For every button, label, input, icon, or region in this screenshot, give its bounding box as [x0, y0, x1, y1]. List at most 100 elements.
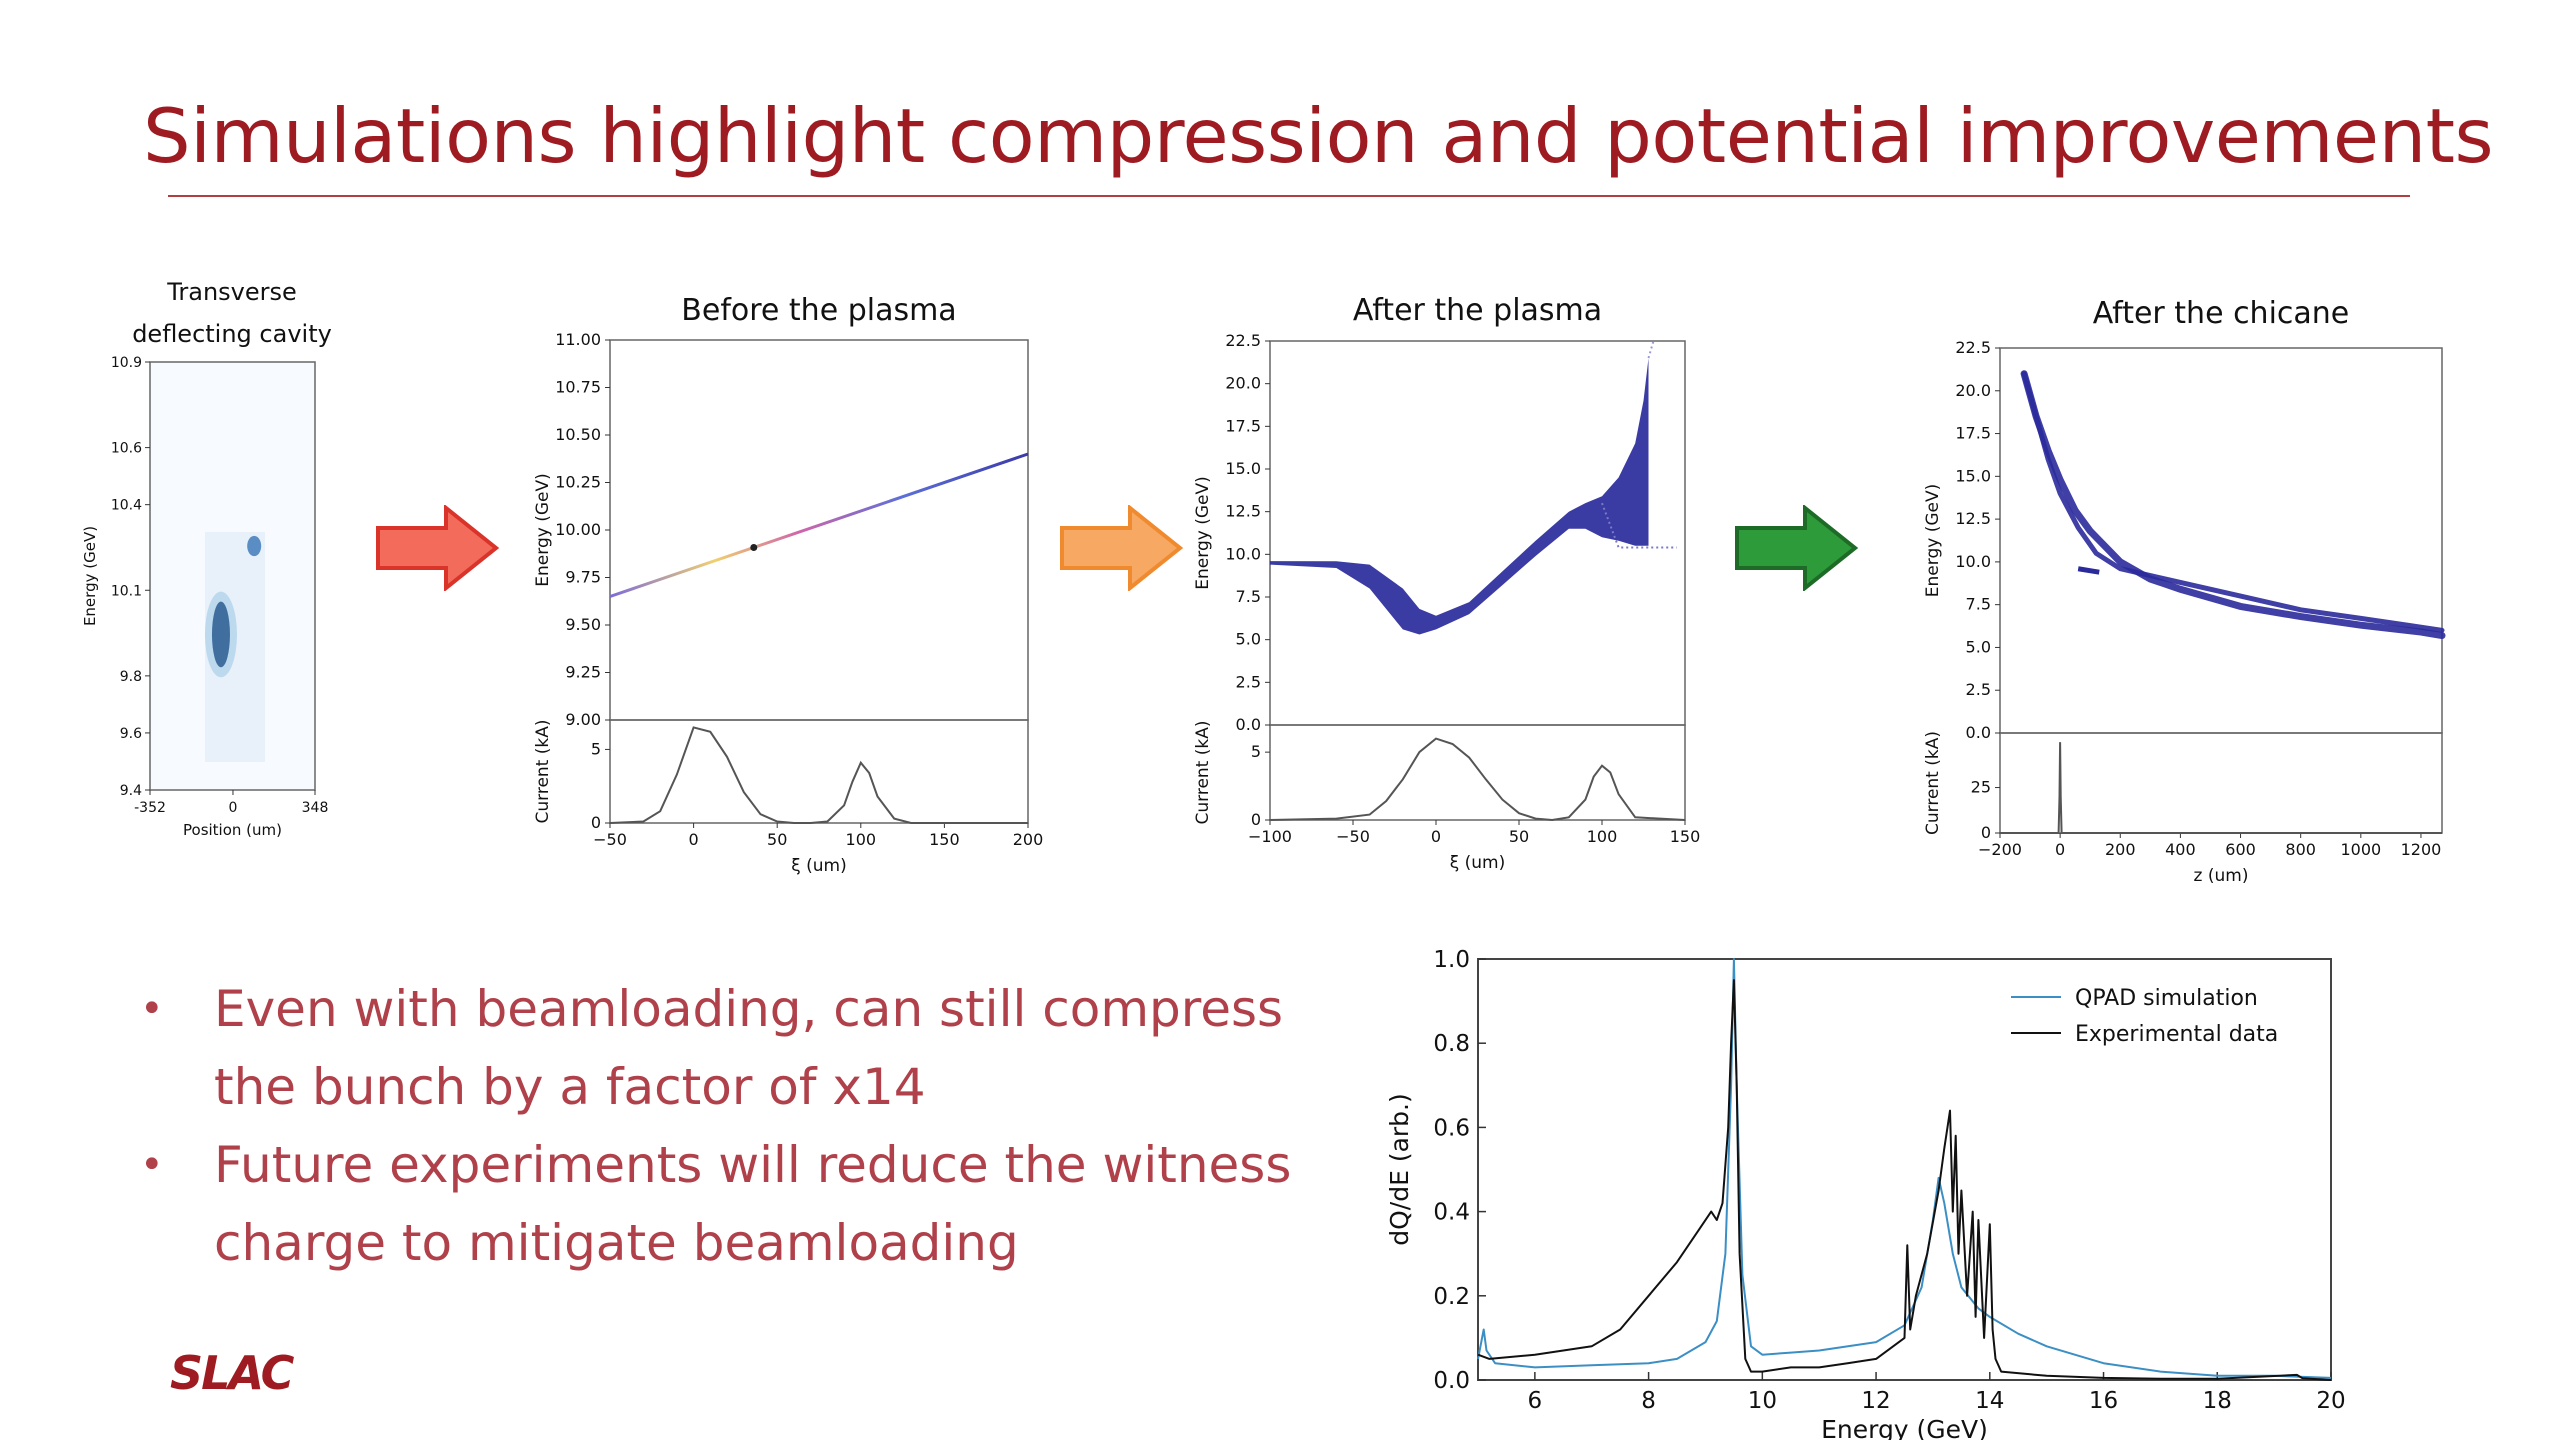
- y-tick-label: 2.5: [1966, 680, 1991, 699]
- x-tick-label: 600: [2225, 840, 2256, 859]
- particle-trail: [1601, 502, 1677, 549]
- y-tick-label: 9.25: [565, 663, 601, 682]
- top-plot-frame: [609, 339, 1029, 721]
- heatmap-spot: [247, 535, 262, 557]
- after-plasma-chart: After the plasma 22.5 20.0 17.5 15.0 12.5 10.0…: [1193, 293, 1701, 873]
- x-tick-label: 20: [2316, 1388, 2345, 1414]
- x-tick-label: 100: [1587, 827, 1618, 846]
- before-plasma-panel: Before the plasma 11.00 10.75 10.50 10.25 10.…: [510, 285, 1050, 876]
- y-tick-label: 0.0: [1236, 715, 1261, 734]
- y-tick-label: 0.6: [1433, 1115, 1470, 1141]
- x-tick-label: 200: [2105, 840, 2136, 859]
- y-tick-label: 1.0: [1433, 947, 1470, 973]
- tcav-panel: Transverse deflecting cavity 10.9 10.6 10.4 1…: [60, 270, 360, 860]
- x-tick-label: −50: [593, 830, 627, 849]
- witness-bunch-point: [750, 543, 758, 551]
- current-profile-line: [609, 726, 1028, 824]
- y-tick-label: 22.5: [1225, 331, 1261, 350]
- bottom-plot-frame: [1999, 732, 2443, 834]
- y-tick-label: 0.8: [1433, 1031, 1470, 1057]
- x-tick-label: 50: [1509, 827, 1529, 846]
- y-tick-label: 12.5: [1955, 509, 1991, 528]
- y-tick-label: 10.4: [111, 498, 142, 514]
- y-tick-label: 5: [591, 739, 601, 758]
- red-right-arrow: [376, 503, 500, 596]
- y-tick-label: 10.50: [555, 425, 601, 444]
- y-tick-label: 10.0: [1955, 552, 1991, 571]
- x-tick-label: 0: [689, 830, 699, 849]
- y-axis-label: dQ/dE (arb.): [1385, 1093, 1414, 1246]
- x-tick-label: 12: [1861, 1388, 1890, 1414]
- x-tick-label: 0: [229, 800, 238, 816]
- current-profile-line: [1269, 737, 1686, 822]
- chart-title: After the chicane: [2093, 296, 2350, 331]
- y-tick-label: 0.0: [1966, 723, 1991, 742]
- y-tick-label: 0.4: [1433, 1200, 1470, 1226]
- chart-title: Before the plasma: [681, 293, 956, 328]
- y-tick-label: 15.0: [1955, 466, 1991, 485]
- x-tick-label: −200: [1978, 840, 2022, 859]
- experimental-data-line: [1477, 979, 2332, 1381]
- y-axis-label: Energy (GeV): [81, 526, 99, 626]
- y-tick-label: 7.5: [1236, 587, 1261, 606]
- slac-logo: SLAC: [170, 1346, 294, 1400]
- particle-band: [1270, 358, 1649, 635]
- y-tick-label: 9.75: [565, 568, 601, 587]
- tcav-heatmap: Transverse deflecting cavity 10.9 10.6 10.4 1…: [81, 278, 332, 839]
- y-tick-label: 9.50: [565, 615, 601, 634]
- x-tick-label: 1200: [2401, 840, 2442, 859]
- x-tick-label: 6: [1528, 1388, 1543, 1414]
- x-tick-label: −100: [1248, 827, 1292, 846]
- y-tick-label: 9.6: [120, 726, 142, 742]
- x-tick-label: 150: [1670, 827, 1701, 846]
- x-tick-label: 18: [2203, 1388, 2232, 1414]
- y-tick-label: 20.0: [1225, 374, 1261, 393]
- y-tick-label: 5: [1251, 742, 1261, 761]
- y-tick-label: 5.0: [1236, 630, 1261, 649]
- x-tick-label: 400: [2165, 840, 2196, 859]
- spectrum-chart: 6 8 10 12 14 16 18 20 1.0 0.8 0.6 0.4 0.2 0.0 Energy (…: [1385, 947, 2346, 1440]
- y-tick-label: 17.5: [1955, 424, 1991, 443]
- y-tick-label: 9.8: [120, 669, 142, 685]
- x-axis-label: Energy (GeV): [1821, 1415, 1988, 1440]
- y-tick-label: 10.1: [111, 583, 142, 599]
- heatmap-spot-halo: [204, 591, 237, 678]
- y-axis-label: Current (kA): [1193, 721, 1213, 825]
- x-tick-label: 1000: [2340, 840, 2381, 859]
- y-axis-label: Energy (GeV): [1193, 476, 1213, 589]
- before-plasma-chart: Before the plasma 11.00 10.75 10.50 10.25 10.…: [533, 293, 1044, 876]
- y-tick-label: 0: [1251, 810, 1261, 829]
- y-tick-label: 9.00: [565, 710, 601, 729]
- x-tick-label: 348: [302, 800, 329, 816]
- top-plot-frame: [1999, 347, 2443, 734]
- current-profile-line: [2000, 742, 2442, 834]
- x-tick-label: −50: [1336, 827, 1370, 846]
- x-tick-label: 14: [1975, 1388, 2004, 1414]
- bullet-text-2: Future experiments will reduce the witne…: [214, 1136, 1292, 1272]
- legend-label: QPAD simulation: [2075, 986, 2258, 1011]
- bullet-dot-icon: •: [140, 1142, 164, 1188]
- y-tick-label: 15.0: [1225, 459, 1261, 478]
- chart-title-line: deflecting cavity: [132, 320, 332, 348]
- x-axis-label: ξ (um): [1450, 853, 1505, 873]
- x-tick-label: 200: [1013, 830, 1044, 849]
- y-tick-label: 17.5: [1225, 416, 1261, 435]
- y-tick-label: 12.5: [1225, 502, 1261, 521]
- bullet-item: • Even with beamloading, can still compre…: [140, 970, 1340, 1126]
- x-axis-label: ξ (um): [791, 856, 846, 876]
- y-axis-label: Current (kA): [1923, 731, 1943, 835]
- y-tick-label: 9.4: [120, 783, 142, 799]
- y-axis-label: Energy (GeV): [533, 473, 553, 586]
- x-tick-label: 0: [2055, 840, 2065, 859]
- bottom-plot-frame: [1269, 724, 1686, 821]
- bullet-list: • Even with beamloading, can still compre…: [140, 970, 1340, 1282]
- x-tick-label: 50: [767, 830, 787, 849]
- x-tick-label: 100: [846, 830, 877, 849]
- y-tick-label: 10.9: [111, 355, 142, 371]
- after-chicane-chart: After the chicane 22.5 20.0 17.5 15.0 12.5 10.…: [1923, 296, 2446, 886]
- x-axis-label: z (um): [2194, 866, 2249, 886]
- witness-curve: [2021, 371, 2445, 633]
- x-tick-label: 10: [1748, 1388, 1777, 1414]
- y-tick-label: 0: [591, 813, 601, 832]
- y-tick-label: 7.5: [1966, 595, 1991, 614]
